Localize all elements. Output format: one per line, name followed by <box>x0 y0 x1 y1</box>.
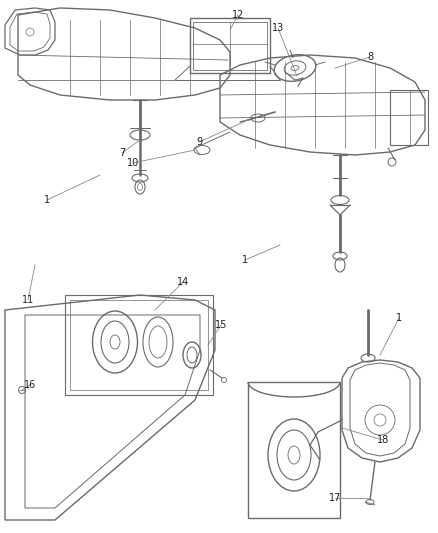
Bar <box>390 90 428 145</box>
Text: 15: 15 <box>215 320 227 330</box>
Text: 13: 13 <box>272 23 284 33</box>
Text: 8: 8 <box>367 52 373 62</box>
Bar <box>193 22 267 70</box>
Text: 9: 9 <box>196 137 202 147</box>
Bar <box>190 18 270 73</box>
Text: 16: 16 <box>24 380 36 390</box>
Text: 1: 1 <box>242 255 248 265</box>
Text: 14: 14 <box>177 277 189 287</box>
Text: 11: 11 <box>22 295 34 305</box>
Text: 17: 17 <box>329 493 341 503</box>
Bar <box>70 300 208 390</box>
Text: 1: 1 <box>396 313 402 323</box>
Bar <box>65 295 213 395</box>
Text: 12: 12 <box>232 10 244 20</box>
Text: 1: 1 <box>44 195 50 205</box>
Text: 10: 10 <box>127 158 139 168</box>
Text: 18: 18 <box>377 435 389 445</box>
Text: 7: 7 <box>119 148 125 158</box>
